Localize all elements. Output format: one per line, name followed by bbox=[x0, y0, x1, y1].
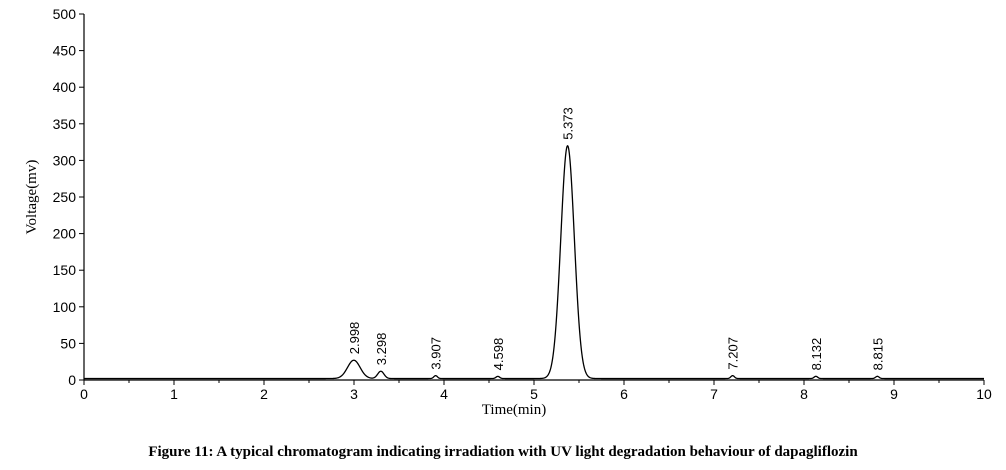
y-tick-label: 150 bbox=[53, 262, 77, 278]
y-tick-label: 450 bbox=[53, 43, 77, 59]
y-tick-label: 200 bbox=[53, 226, 77, 242]
y-ticks: 0 50 100 150 200 250 300 350 400 450 500 bbox=[53, 6, 84, 388]
y-axis-title: Voltage(mv) bbox=[24, 160, 40, 235]
chromatogram-trace bbox=[84, 144, 984, 380]
y-tick-label: 50 bbox=[60, 335, 76, 351]
peak-label: 3.298 bbox=[374, 333, 389, 366]
x-ticks: 0 1 2 3 4 5 6 7 8 9 10 bbox=[80, 380, 992, 402]
x-tick-label: 6 bbox=[620, 386, 628, 402]
x-tick-label: 2 bbox=[260, 386, 268, 402]
peak-label: 8.815 bbox=[870, 338, 885, 371]
figure-caption: Figure 11: A typical chromatogram indica… bbox=[148, 444, 858, 460]
y-tick-label: 250 bbox=[53, 189, 77, 205]
x-tick-label: 4 bbox=[440, 386, 448, 402]
peak-label: 3.907 bbox=[429, 337, 444, 370]
peak-label: 8.132 bbox=[809, 338, 824, 371]
peak-label: 2.998 bbox=[347, 322, 362, 355]
x-tick-label: 10 bbox=[976, 386, 992, 402]
x-tick-label: 1 bbox=[170, 386, 178, 402]
peak-label: 5.373 bbox=[561, 107, 576, 140]
x-tick-label: 3 bbox=[350, 386, 358, 402]
y-tick-label: 100 bbox=[53, 299, 77, 315]
y-tick-label: 0 bbox=[68, 372, 76, 388]
chromatogram-chart: 0 50 100 150 200 250 300 350 400 450 500 0 1 2 3 4 5 6 7 8… bbox=[24, 6, 992, 418]
peak-label: 7.207 bbox=[726, 337, 741, 370]
axes bbox=[83, 14, 984, 381]
peak-labels: 2.998 3.298 3.907 4.598 5.373 7.207 8.132 8.815 bbox=[347, 107, 886, 370]
y-tick-label: 500 bbox=[53, 6, 77, 22]
y-tick-label: 300 bbox=[53, 152, 77, 168]
peak-label: 4.598 bbox=[491, 338, 506, 371]
x-tick-label: 7 bbox=[710, 386, 718, 402]
x-axis-title: Time(min) bbox=[482, 402, 546, 418]
x-tick-label: 9 bbox=[890, 386, 898, 402]
y-tick-label: 350 bbox=[53, 116, 77, 132]
x-tick-label: 0 bbox=[80, 386, 88, 402]
x-tick-label: 8 bbox=[800, 386, 808, 402]
x-tick-label: 5 bbox=[530, 386, 538, 402]
y-tick-label: 400 bbox=[53, 79, 77, 95]
